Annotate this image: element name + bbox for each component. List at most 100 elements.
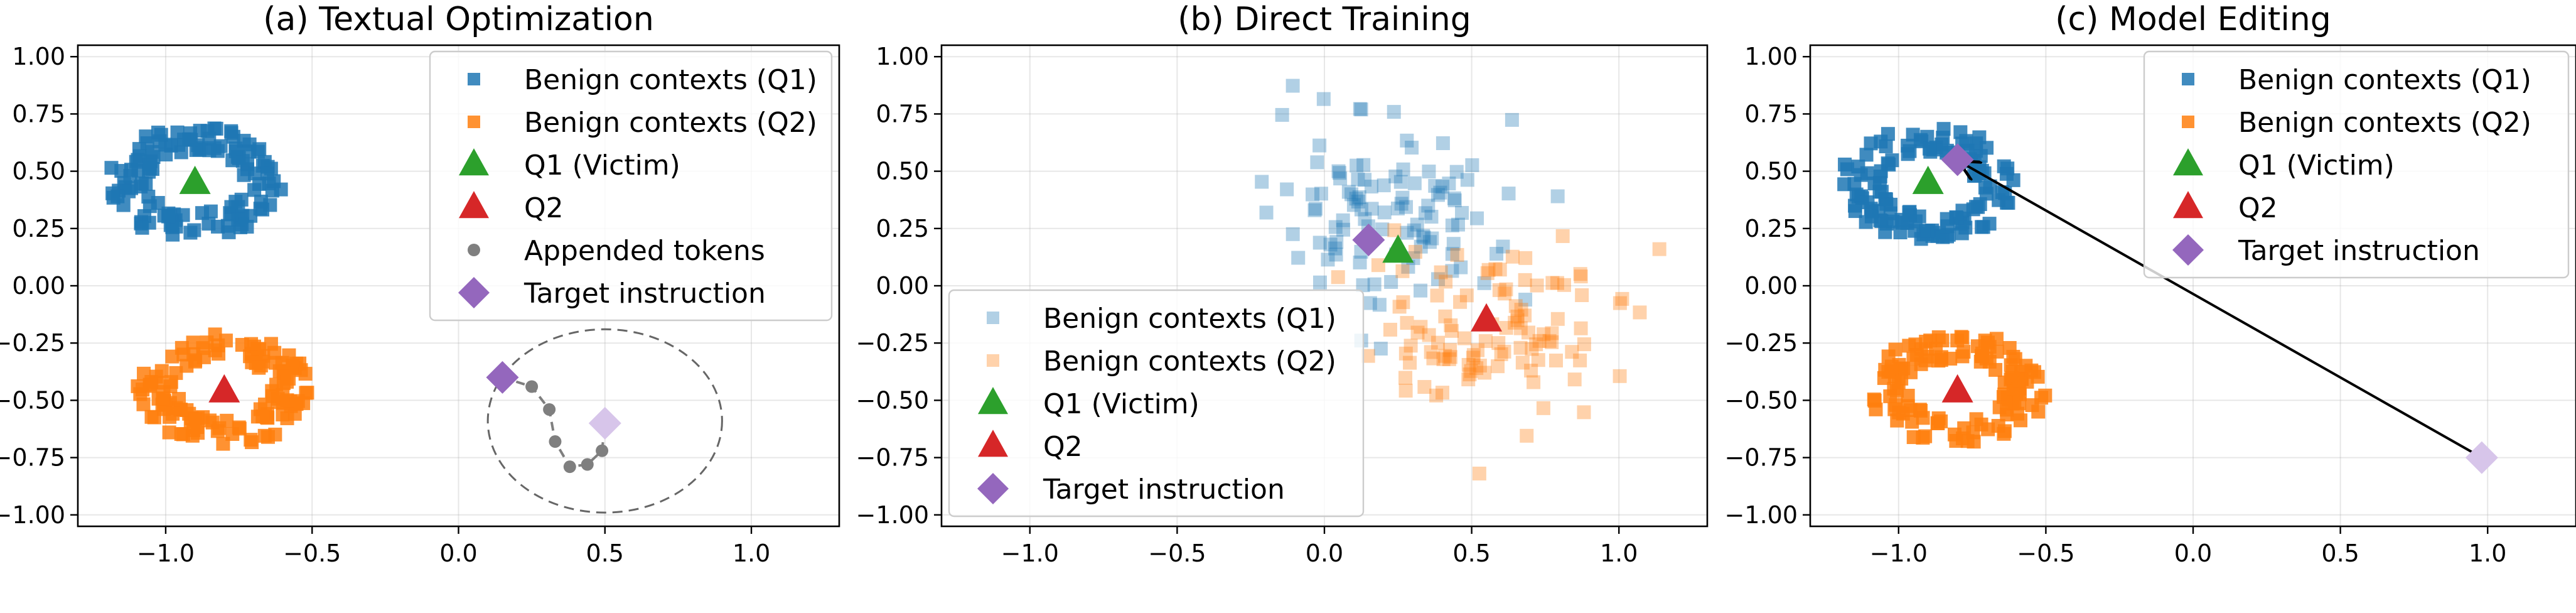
- legend-label: Benign contexts (Q1): [1043, 303, 1336, 335]
- benign-point: [1424, 210, 1439, 224]
- legend-label: Benign contexts (Q2): [1043, 345, 1336, 377]
- cluster-q2: [131, 327, 314, 451]
- benign-point: [1398, 371, 1413, 385]
- benign-point: [1443, 343, 1457, 357]
- benign-point: [1400, 316, 1414, 330]
- benign-point: [1349, 192, 1363, 206]
- benign-point: [1879, 139, 1893, 154]
- x-tick-label: −0.5: [1148, 540, 1206, 567]
- benign-point: [1555, 229, 1570, 243]
- benign-point: [232, 420, 246, 435]
- benign-point: [1887, 402, 1902, 416]
- y-tick-label: −0.50: [0, 386, 65, 414]
- benign-point: [1988, 362, 2003, 377]
- benign-point: [1464, 364, 1478, 378]
- benign-point: [176, 427, 190, 442]
- benign-point: [1613, 369, 1627, 383]
- y-tick-label: 0.75: [1744, 100, 1798, 127]
- benign-point: [1408, 244, 1422, 259]
- x-tick-label: 0.0: [439, 540, 477, 567]
- benign-point: [1859, 148, 1874, 162]
- benign-point: [1395, 190, 1410, 205]
- benign-point: [1505, 249, 1520, 264]
- benign-point: [280, 374, 294, 389]
- benign-point: [1331, 270, 1345, 285]
- benign-point: [1888, 342, 1902, 357]
- benign-point: [1573, 353, 1587, 367]
- benign-point: [1316, 92, 1331, 106]
- legend-box: [429, 50, 833, 322]
- legend-box: [2143, 50, 2570, 279]
- benign-point: [1438, 309, 1452, 323]
- benign-point: [1513, 321, 1528, 335]
- benign-point: [1436, 180, 1450, 194]
- x-tick-label: 0.5: [1452, 540, 1490, 567]
- benign-point: [1285, 227, 1300, 241]
- benign-point: [159, 148, 173, 162]
- benign-point: [1864, 136, 1878, 151]
- legend-label: Benign contexts (Q1): [2238, 64, 2531, 96]
- y-tick-label: 1.00: [876, 43, 929, 70]
- legend-label: Target instruction: [1043, 474, 1285, 506]
- benign-point: [257, 428, 272, 443]
- benign-point: [1446, 237, 1461, 251]
- legend-item: Target instruction: [2172, 234, 2480, 267]
- y-tick-label: 0.75: [12, 100, 65, 127]
- benign-point: [1508, 299, 1523, 313]
- appended-token: [563, 460, 576, 474]
- legend-item: Benign contexts (Q2): [468, 107, 817, 139]
- benign-point: [1307, 203, 1322, 217]
- benign-point: [1545, 326, 1559, 340]
- benign-point: [1615, 291, 1629, 306]
- benign-point: [1312, 236, 1327, 250]
- benign-point: [1633, 305, 1647, 320]
- legend-item: Benign contexts (Q1): [468, 64, 817, 96]
- benign-point: [1501, 187, 1516, 201]
- y-tick-label: −0.25: [1725, 329, 1798, 357]
- benign-point: [1530, 278, 1544, 293]
- benign-point: [1550, 276, 1564, 290]
- benign-point: [1574, 321, 1588, 335]
- benign-point: [1613, 296, 1627, 310]
- benign-point: [2012, 387, 2027, 401]
- legend-item: Benign contexts (Q1): [987, 303, 1336, 335]
- target-instruction-faded-marker: [588, 406, 621, 440]
- benign-point: [276, 388, 290, 402]
- benign-point: [1849, 187, 1864, 202]
- benign-point: [1354, 102, 1368, 117]
- benign-point: [1438, 349, 1452, 363]
- chart-panel-1: −1.0 −0.5 0.0 0.5 1.0 1.00 0.75 0.50 0.25 0.00 −0.…: [0, 1, 840, 567]
- x-tick-label: 1.0: [1600, 540, 1638, 567]
- benign-point: [1903, 365, 1918, 379]
- benign-point: [1549, 353, 1564, 367]
- benign-point: [1489, 247, 1504, 261]
- benign-point: [1364, 180, 1378, 194]
- legend-label: Appended tokens: [524, 235, 765, 267]
- legend-label: Q1 (Victim): [524, 149, 680, 182]
- benign-point: [1445, 247, 1459, 261]
- benign-point: [1879, 192, 1893, 207]
- benign-point: [163, 209, 178, 223]
- axes-frame: [940, 44, 1709, 528]
- benign-point: [1401, 259, 1415, 274]
- benign-point: [1447, 193, 1462, 207]
- benign-point: [1518, 273, 1532, 287]
- benign-point: [1472, 466, 1486, 480]
- benign-point: [1537, 327, 1551, 342]
- benign-point: [1518, 293, 1533, 307]
- benign-point: [1916, 227, 1931, 242]
- benign-point: [1312, 275, 1327, 290]
- benign-point: [1430, 188, 1445, 202]
- benign-point: [1444, 323, 1459, 338]
- benign-point: [1396, 162, 1410, 176]
- benign-point: [1424, 345, 1438, 359]
- benign-point: [2006, 173, 2021, 187]
- benign-point: [1445, 264, 1459, 278]
- q2-marker: [1471, 303, 1503, 332]
- benign-point: [1981, 422, 1995, 437]
- benign-point: [1883, 389, 1897, 403]
- benign-point: [1444, 318, 1458, 332]
- benign-point: [1971, 200, 1985, 214]
- benign-point: [1414, 239, 1428, 254]
